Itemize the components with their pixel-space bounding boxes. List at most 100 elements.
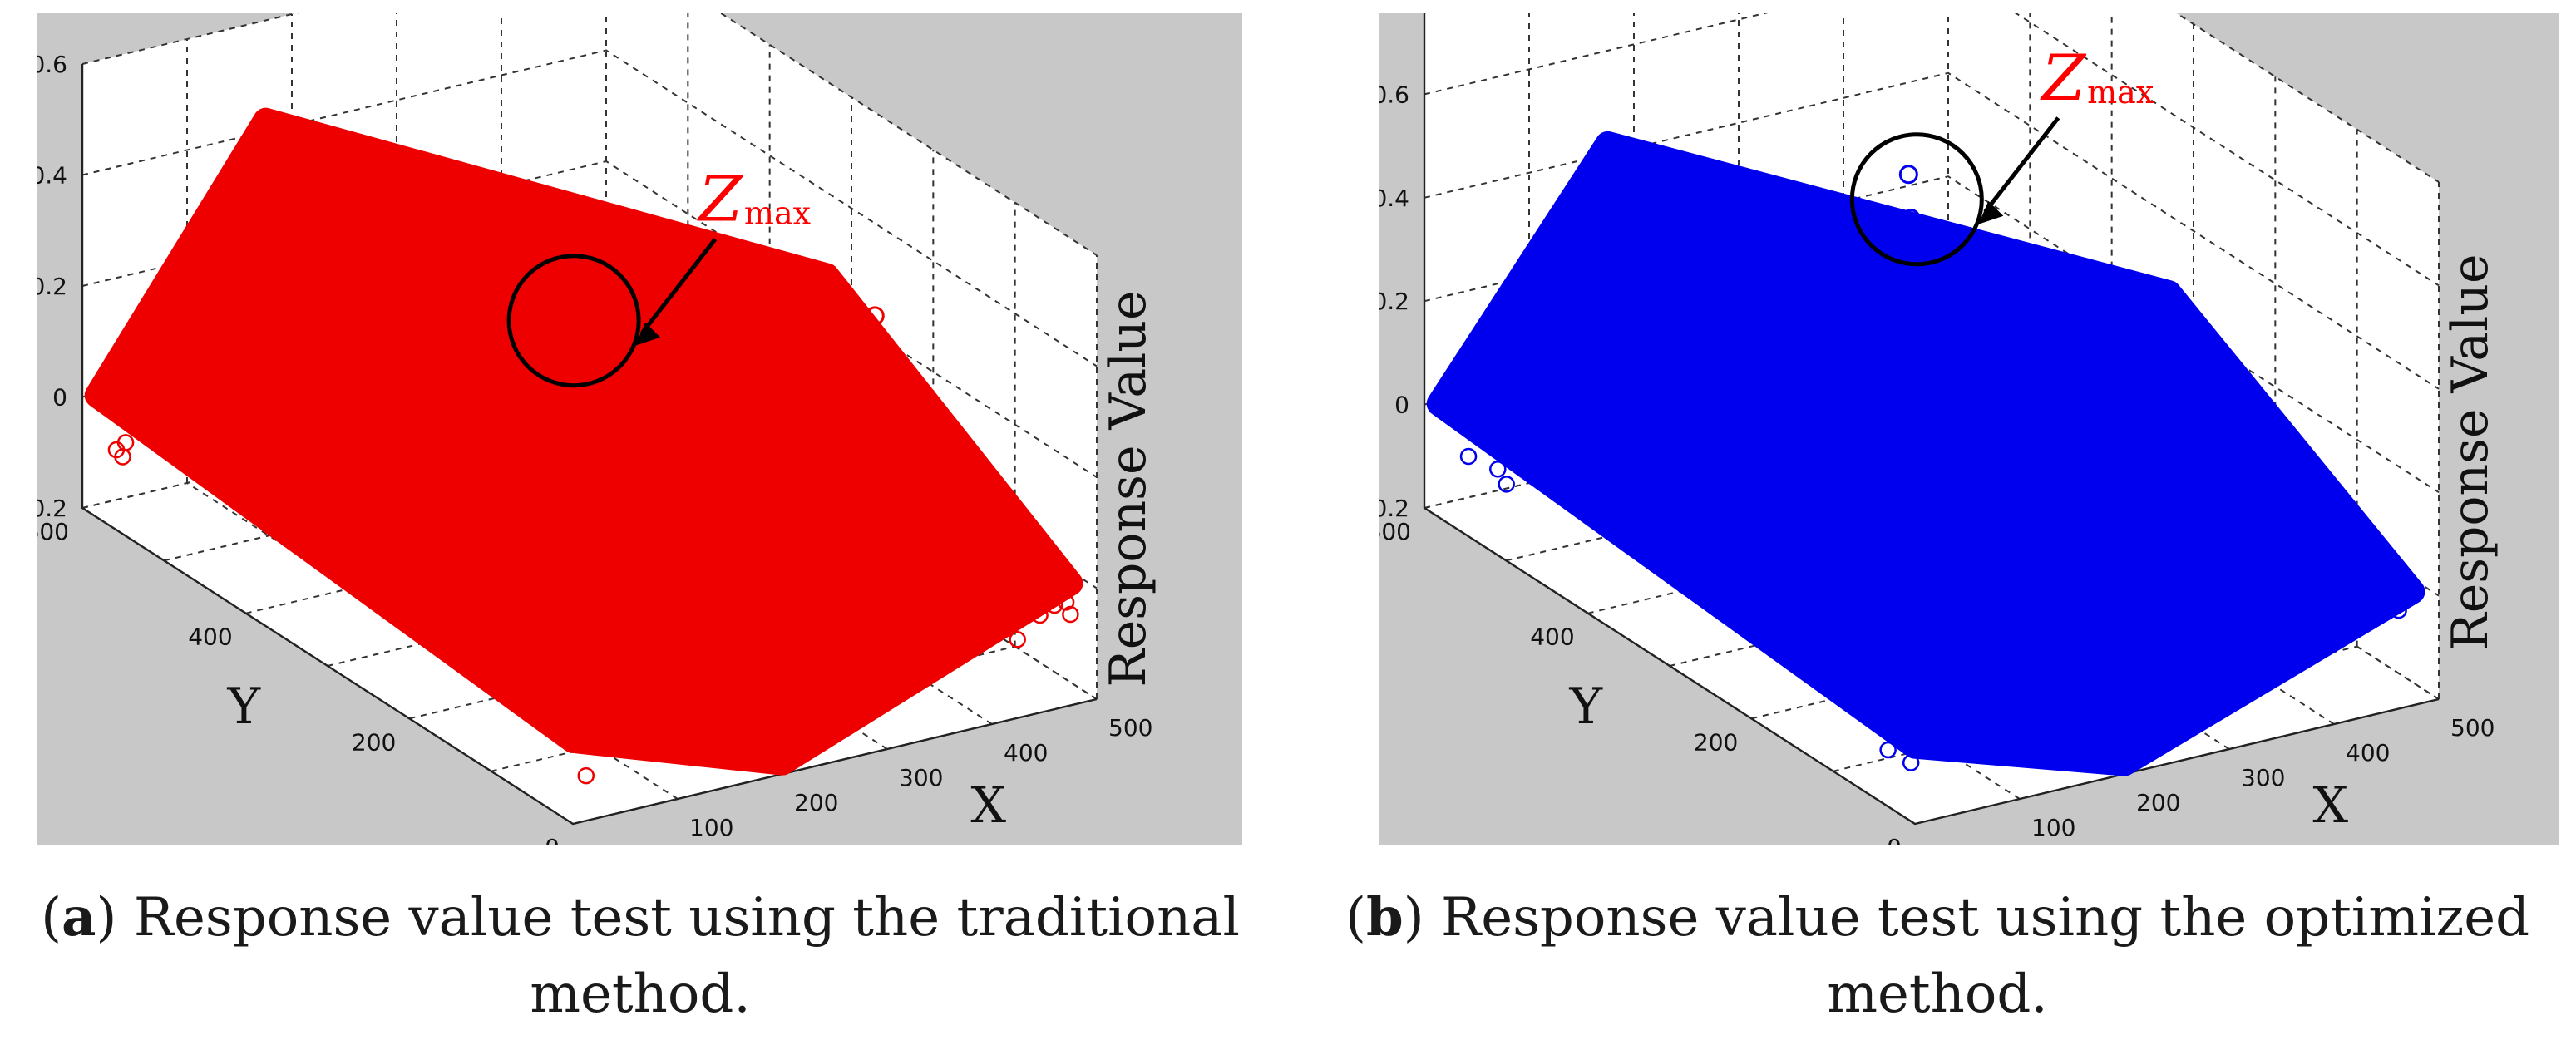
data-point: [1572, 392, 1591, 411]
data-point: [189, 382, 207, 401]
data-point: [299, 426, 318, 443]
data-point: [830, 548, 848, 566]
data-point: [542, 478, 560, 495]
zmax-base: Z: [2040, 41, 2086, 115]
data-point: [713, 458, 731, 476]
data-cloud: [84, 107, 1083, 785]
data-point: [389, 446, 407, 464]
data-point: [483, 269, 501, 286]
zmax-arrowhead: [635, 322, 661, 346]
data-point: [954, 550, 971, 568]
data-point: [2322, 565, 2340, 583]
data-point: [747, 515, 764, 533]
x-tick-label: 400: [2346, 739, 2390, 766]
data-point: [2070, 304, 2089, 323]
data-point: [2059, 318, 2077, 337]
data-point: [341, 275, 358, 293]
data-point: [649, 245, 666, 263]
data-point: [1772, 270, 1789, 288]
data-point: [2262, 493, 2280, 510]
data-point: [791, 344, 809, 362]
data-point: [1493, 436, 1510, 455]
data-point: [1994, 417, 2012, 434]
data-point: [736, 547, 754, 565]
data-point: [739, 298, 757, 315]
data-point: [1948, 599, 1967, 617]
data-point: [773, 454, 791, 472]
data-point: [446, 255, 464, 273]
z-tick-label: -0.2: [1379, 495, 1409, 522]
data-point: [366, 318, 384, 336]
data-point: [1795, 243, 1814, 261]
data-point: [1833, 327, 1851, 345]
data-point: [654, 619, 673, 638]
data-point: [674, 381, 693, 399]
data-point: [593, 639, 611, 658]
data-point: [2212, 406, 2230, 423]
data-point: [371, 360, 388, 377]
data-point: [600, 332, 619, 349]
data-point: [2130, 418, 2148, 436]
data-point: [2034, 333, 2052, 350]
x-tick-label: 500: [1108, 714, 1152, 742]
data-point: [749, 429, 767, 447]
axis-lines: [1423, 13, 2440, 826]
outlier-point: [534, 328, 554, 348]
data-point: [1613, 268, 1631, 286]
y-tick-label: 200: [352, 728, 396, 756]
data-point: [2263, 579, 2281, 596]
data-point: [711, 588, 729, 606]
caption-a-text: Response value test using the traditiona…: [133, 887, 1240, 1025]
zmax-arrow-line: [1983, 116, 2060, 214]
data-point: [2082, 342, 2100, 360]
data-point: [1616, 429, 1634, 447]
data-point: [1809, 491, 1828, 509]
data-point: [349, 452, 368, 470]
data-point: [1972, 386, 1990, 403]
data-point: [2164, 356, 2181, 374]
data-point: [1675, 440, 1692, 458]
zmax-highlight-circle: [506, 254, 641, 388]
data-point: [1674, 282, 1691, 299]
data-point: [984, 597, 1001, 614]
data-point: [388, 254, 406, 271]
data-point: [2058, 428, 2075, 446]
data-point: [1854, 579, 1872, 597]
data-point: [304, 373, 322, 391]
data-point: [2041, 520, 2060, 538]
data-point: [1691, 295, 1710, 313]
data-point: [893, 409, 911, 426]
x-tick-label: 500: [2450, 714, 2495, 742]
data-point: [129, 390, 147, 408]
data-point: [695, 352, 713, 371]
data-point: [872, 417, 890, 435]
data-point: [1865, 630, 1883, 648]
data-point: [673, 491, 691, 510]
data-point: [1823, 233, 1841, 251]
data-point: [450, 421, 468, 438]
data-point: [247, 331, 264, 348]
data-point: [2078, 333, 2096, 352]
data-point: [507, 255, 526, 273]
data-point: [1621, 334, 1639, 352]
data-point: [2120, 324, 2138, 343]
data-point: [2115, 430, 2133, 448]
data-point: [1764, 290, 1781, 308]
data-point: [2104, 318, 2121, 336]
data-point: [756, 362, 773, 381]
outlier-point: [556, 293, 576, 313]
data-point: [670, 624, 688, 642]
data-point: [884, 471, 901, 490]
data-point: [1915, 400, 1932, 418]
data-point: [598, 308, 616, 327]
data-point: [1868, 619, 1886, 637]
data-point: [1894, 393, 1912, 411]
data-point: [1686, 490, 1704, 508]
data-point: [807, 518, 824, 536]
data-point: [1764, 328, 1781, 347]
data-point: [322, 377, 340, 396]
data-point: [1563, 332, 1582, 349]
data-point: [2032, 343, 2050, 361]
data-point: [1875, 564, 1893, 583]
data-point: [2078, 609, 2095, 627]
